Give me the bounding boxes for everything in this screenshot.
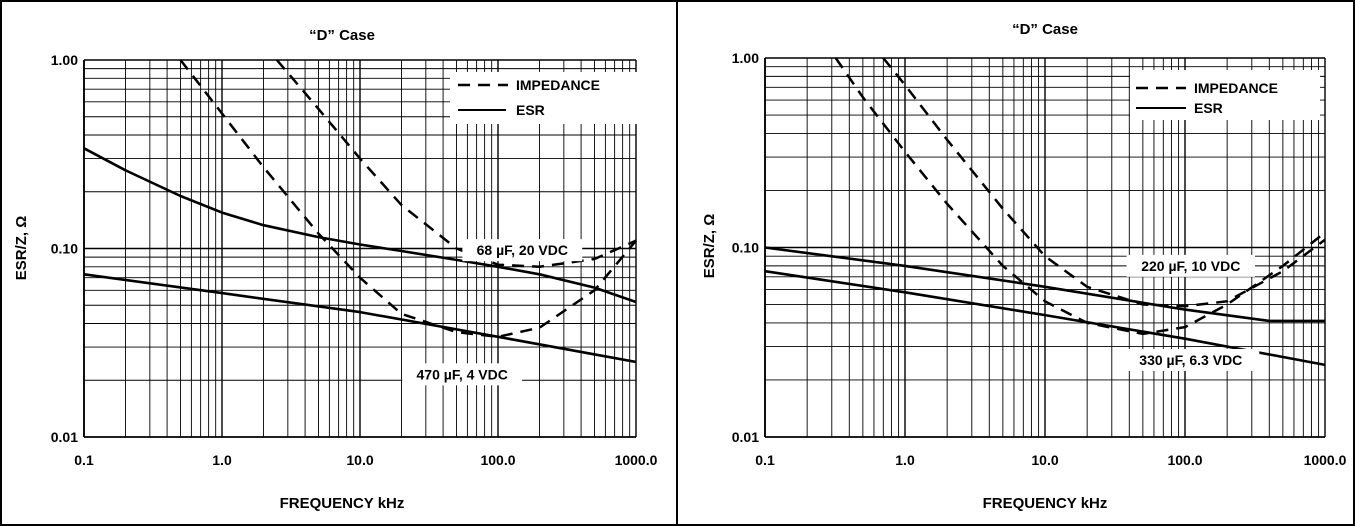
series-lines <box>764 57 1326 367</box>
y-tick-label: 1.00 <box>51 52 78 68</box>
y-axis-label: ESR/Z, Ω <box>701 214 718 279</box>
series-annotation: 220 µF, 10 VDC <box>1141 258 1240 274</box>
chart-panel-left: “D” Case 0.1 1.0 10.0 100.0 1000.0 0.01 0.10 1.… <box>13 27 658 512</box>
annotation-background <box>462 239 583 262</box>
tick-labels: 0.1 1.0 10.0 100.0 1000.0 0.01 0.10 1.00 <box>732 50 1347 468</box>
y-tick-label: 0.01 <box>51 429 78 445</box>
series-annotation: 470 µF, 4 VDC <box>417 366 508 382</box>
legend-impedance-label: IMPEDANCE <box>1194 80 1278 96</box>
esr-line <box>764 246 1325 323</box>
chart-panel-right: “D” Case 0.1 1.0 10.0 100.0 1000.0 0.01 0.10 1.… <box>701 21 1347 512</box>
impedance-line <box>275 59 637 269</box>
x-tick-label: 100.0 <box>1167 452 1202 468</box>
x-tick-label: 10.0 <box>1031 452 1058 468</box>
legend: IMPEDANCE ESR <box>450 72 644 124</box>
series-lines <box>83 59 637 364</box>
legend-background <box>450 72 644 124</box>
y-tick-label: 0.10 <box>51 241 78 257</box>
tick-labels: 0.1 1.0 10.0 100.0 1000.0 0.01 0.10 1.00 <box>51 52 658 468</box>
legend-impedance-label: IMPEDANCE <box>516 77 600 93</box>
y-tick-label: 1.00 <box>732 50 759 66</box>
x-tick-label: 1000.0 <box>1304 452 1347 468</box>
x-tick-label: 1.0 <box>895 452 915 468</box>
impedance-line <box>179 59 637 339</box>
x-tick-label: 10.0 <box>346 452 373 468</box>
series-annotation: 68 µF, 20 VDC <box>477 242 568 258</box>
x-tick-label: 1000.0 <box>615 452 658 468</box>
impedance-line <box>882 57 1326 308</box>
annotations: 220 µF, 10 VDC 330 µF, 6.3 VDC <box>1122 254 1260 371</box>
legend-esr-label: ESR <box>1194 100 1223 116</box>
y-axis-label: ESR/Z, Ω <box>13 216 30 281</box>
impedance-line <box>834 57 1326 336</box>
x-axis-label: FREQUENCY kHz <box>983 495 1108 512</box>
x-tick-label: 1.0 <box>212 452 232 468</box>
series-annotation: 330 µF, 6.3 VDC <box>1139 352 1242 368</box>
x-tick-label: 0.1 <box>755 452 775 468</box>
x-tick-label: 100.0 <box>480 452 515 468</box>
esr-line <box>83 273 637 364</box>
annotations: 68 µF, 20 VDC 470 µF, 4 VDC <box>402 239 583 386</box>
legend-esr-label: ESR <box>516 102 545 118</box>
x-tick-label: 0.1 <box>74 452 94 468</box>
legend: IMPEDANCE ESR <box>1130 70 1320 120</box>
y-tick-label: 0.01 <box>732 429 759 445</box>
esr-line <box>764 269 1326 367</box>
annotation-background <box>402 363 523 386</box>
x-axis-label: FREQUENCY kHz <box>280 495 405 512</box>
annotation-background <box>1122 348 1260 371</box>
y-tick-label: 0.10 <box>732 240 759 256</box>
chart-title: “D” Case <box>309 27 375 44</box>
esr-line <box>83 147 637 304</box>
annotation-background <box>1126 254 1255 277</box>
legend-background <box>1130 70 1320 120</box>
chart-title: “D” Case <box>1012 21 1078 38</box>
